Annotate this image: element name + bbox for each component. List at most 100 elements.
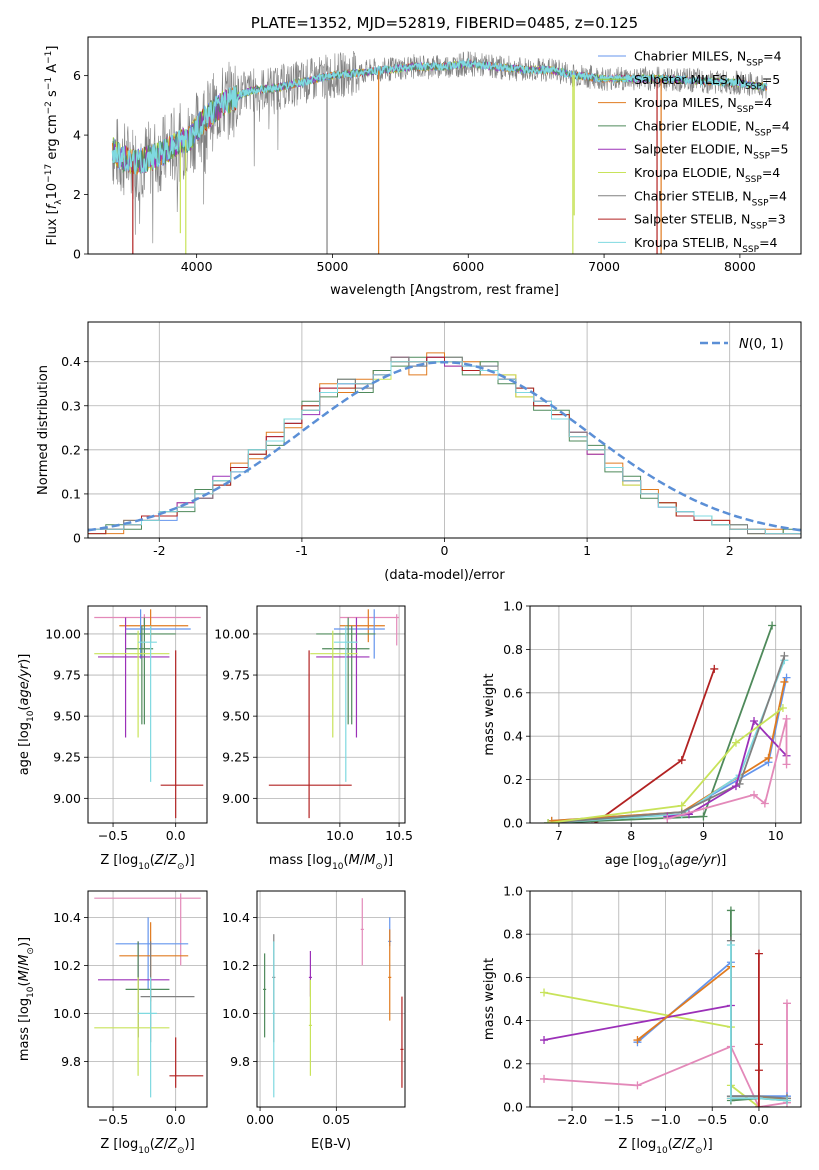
x-axis-label: Z [log10(Z/Z⊙)] — [100, 853, 194, 872]
x-tick-label: 10 — [768, 828, 784, 843]
y-tick-label: 10.4 — [222, 910, 250, 925]
axes-frame — [87, 36, 802, 255]
axes-frame — [256, 890, 406, 1108]
y-tick-label: 0.3 — [61, 398, 81, 413]
y-axis-label: mass weight — [482, 958, 497, 1040]
legend-label: Salpeter STELIB, NSSP=3 — [634, 212, 786, 232]
y-tick-label: 9.75 — [222, 668, 250, 683]
series-line — [543, 1003, 788, 1107]
text-part: =5 — [770, 142, 788, 157]
text-part: 10 — [138, 862, 150, 872]
series-line — [543, 991, 760, 1107]
text-part: 10 — [45, 183, 60, 200]
x-tick-label: -1 — [296, 543, 308, 558]
x-axis-label: age [log10(age/yr)] — [605, 853, 727, 872]
y-tick-label: 0 — [73, 247, 81, 262]
data-point-marker — [754, 1103, 763, 1107]
text-part: ( — [669, 853, 674, 868]
data-point-marker — [540, 1036, 549, 1045]
text-part: N — [739, 337, 749, 352]
data-point-marker — [750, 790, 759, 799]
data-point-marker — [754, 1066, 763, 1075]
text-part: Z — [167, 853, 178, 868]
x-tick-label: −0.5 — [98, 828, 128, 843]
x-tick-label: 0.0 — [166, 1112, 186, 1127]
x-tick-label: 8000 — [724, 259, 756, 274]
text-part: s — [45, 90, 60, 101]
x-tick-label: −2.0 — [557, 1112, 587, 1127]
text-part: )] — [17, 654, 32, 664]
x-tick-label: 0.05 — [322, 1112, 350, 1127]
frame-0: 4000 5000 6000 7000 8000 0 2 4 6 — [73, 36, 802, 274]
x-axis-label: Z [log10(Z/Z⊙)] — [100, 1137, 194, 1156]
x-tick-label: 2 — [726, 543, 734, 558]
data-point-marker — [782, 714, 791, 723]
data-point-marker — [731, 782, 740, 791]
text-part: Z — [672, 1137, 683, 1152]
frame-5: −0.5 0.0 9.8 10.0 10.2 10.4 — [53, 890, 208, 1127]
text-part: ( — [150, 853, 155, 868]
line-plot — [540, 906, 791, 1107]
y-tick-label: 9.75 — [53, 668, 81, 683]
data-point-marker — [726, 906, 735, 915]
y-tick-label: 9.8 — [230, 1054, 250, 1069]
text-part: Salpeter STELIB, N — [634, 212, 750, 227]
y-tick-label: 0.6 — [503, 685, 523, 700]
text-part: (0, 1) — [749, 337, 784, 352]
x-tick-label: 5000 — [317, 259, 349, 274]
text-part: Z — [167, 1137, 178, 1152]
legend-label: Chabrier STELIB, NSSP=4 — [634, 188, 787, 208]
series-line — [543, 1004, 732, 1041]
data-point-marker — [750, 717, 759, 726]
chart-title: PLATE=1352, MJD=52819, FIBERID=0485, z=0… — [251, 14, 638, 32]
legend-label: Salpeter MILES, NSSP=5 — [634, 72, 780, 92]
text-part: 10 — [26, 986, 36, 998]
data-point-marker — [633, 1036, 642, 1045]
text-part: E(B-V) — [311, 1137, 351, 1152]
x-tick-label: 0.0 — [166, 828, 186, 843]
data-point-marker — [760, 799, 769, 808]
y-tick-label: 0.2 — [61, 442, 81, 457]
text-part: SSP — [752, 198, 769, 208]
data-point-marker — [726, 941, 735, 949]
text-part: −1 — [44, 77, 54, 90]
text-part: SSP — [745, 82, 762, 92]
y-tick-label: 0.8 — [503, 642, 523, 657]
data-point-marker — [768, 621, 777, 630]
y-tick-label: 0.4 — [503, 1013, 523, 1028]
text-part: −17 — [44, 164, 54, 183]
errorbar-plot — [94, 609, 204, 819]
text-part: Flux [ — [45, 209, 60, 245]
data-point-marker — [782, 673, 791, 682]
frame-2: −0.5 0.0 9.00 9.25 9.50 9.75 10.00 — [45, 605, 208, 843]
x-axis-label: Z [log10(Z/Z⊙)] — [618, 1137, 712, 1156]
text-part: age/yr — [674, 853, 717, 868]
x-tick-label: 7 — [555, 828, 563, 843]
y-tick-label: 0.2 — [503, 1056, 523, 1071]
text-part: =3 — [767, 212, 785, 227]
y-tick-label: 0.0 — [503, 1100, 523, 1115]
y-axis-label: Normed distribution — [36, 365, 51, 495]
text-part: ⊙ — [177, 1146, 185, 1156]
gaussian-curve — [88, 360, 801, 532]
text-part: SSP — [746, 59, 763, 69]
text-part: )] — [703, 1137, 713, 1152]
text-part: M — [17, 970, 32, 981]
data-point-marker — [780, 677, 789, 686]
text-part: SSP — [754, 128, 771, 138]
text-part: age [log — [17, 722, 32, 775]
legend-label: Kroupa MILES, NSSP=4 — [634, 95, 772, 115]
series-line — [548, 625, 773, 823]
axes-frame — [529, 605, 802, 824]
text-part: ( — [17, 981, 32, 986]
text-part: SSP — [742, 245, 759, 255]
y-axis-label: Flux [fλ10−17 erg cm−2 s−1 A−1] — [44, 46, 64, 246]
text-part: / — [17, 965, 32, 970]
y-tick-label: 0 — [73, 531, 81, 546]
data-point-marker — [710, 664, 719, 673]
axes-6 — [257, 891, 405, 1107]
y-tick-label: 9.00 — [53, 791, 81, 806]
x-tick-label: 0 — [441, 543, 449, 558]
text-part: =4 — [759, 235, 777, 250]
